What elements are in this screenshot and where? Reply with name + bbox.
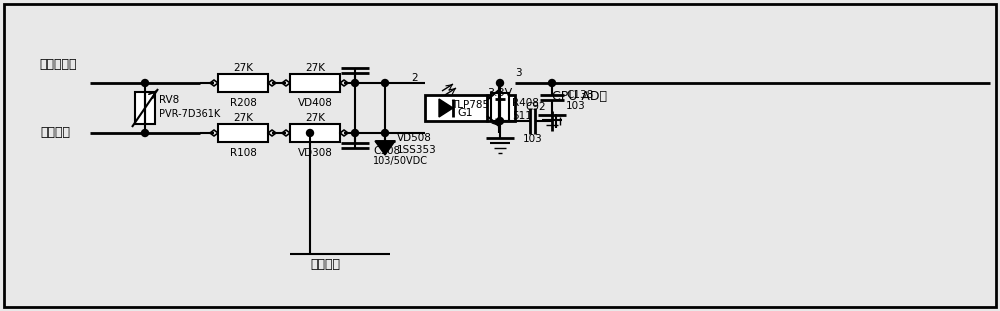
- Text: 注入信号: 注入信号: [310, 258, 340, 271]
- Circle shape: [382, 80, 388, 86]
- Circle shape: [306, 129, 314, 137]
- Bar: [290, 124, 340, 142]
- Text: 103: 103: [566, 101, 586, 111]
- Text: R408: R408: [512, 98, 539, 108]
- Circle shape: [142, 80, 148, 86]
- Text: VD408: VD408: [298, 98, 332, 108]
- Text: 27K: 27K: [305, 113, 325, 123]
- Text: PVR-7D361K: PVR-7D361K: [159, 109, 220, 119]
- Text: CPU AD端: CPU AD端: [552, 90, 608, 103]
- Text: 511: 511: [512, 111, 532, 121]
- Circle shape: [548, 80, 556, 86]
- Bar: [290, 74, 340, 92]
- Bar: [135, 92, 155, 124]
- Circle shape: [142, 129, 148, 137]
- Text: VD308: VD308: [298, 148, 332, 158]
- Circle shape: [496, 118, 504, 124]
- Bar: [425, 95, 515, 121]
- Text: 27K: 27K: [233, 63, 253, 73]
- Text: 3.3V: 3.3V: [487, 88, 513, 98]
- Text: G1: G1: [457, 108, 473, 118]
- Text: 103/50VDC: 103/50VDC: [373, 156, 428, 166]
- Bar: [491, 93, 509, 121]
- Text: 103: 103: [523, 134, 543, 144]
- Text: 1SS353: 1SS353: [397, 145, 437, 155]
- Text: TLP785: TLP785: [451, 100, 489, 110]
- Text: C138: C138: [566, 90, 593, 100]
- Text: R108: R108: [230, 148, 256, 158]
- Text: C108: C108: [373, 146, 400, 156]
- Bar: [218, 124, 268, 142]
- Text: 2: 2: [412, 73, 418, 83]
- Bar: [218, 74, 268, 92]
- Polygon shape: [439, 99, 453, 117]
- Circle shape: [382, 129, 388, 137]
- Circle shape: [352, 129, 358, 137]
- Text: 开入信号: 开入信号: [40, 127, 70, 140]
- Text: 27K: 27K: [305, 63, 325, 73]
- Text: C92: C92: [525, 102, 546, 112]
- Text: 3: 3: [515, 68, 521, 78]
- Polygon shape: [375, 141, 395, 155]
- Text: VD508: VD508: [397, 133, 432, 143]
- Text: RV8: RV8: [159, 95, 179, 105]
- Text: 27K: 27K: [233, 113, 253, 123]
- Circle shape: [496, 80, 504, 86]
- Text: 开入电源地: 开入电源地: [39, 58, 77, 72]
- Text: R208: R208: [230, 98, 256, 108]
- Circle shape: [352, 80, 358, 86]
